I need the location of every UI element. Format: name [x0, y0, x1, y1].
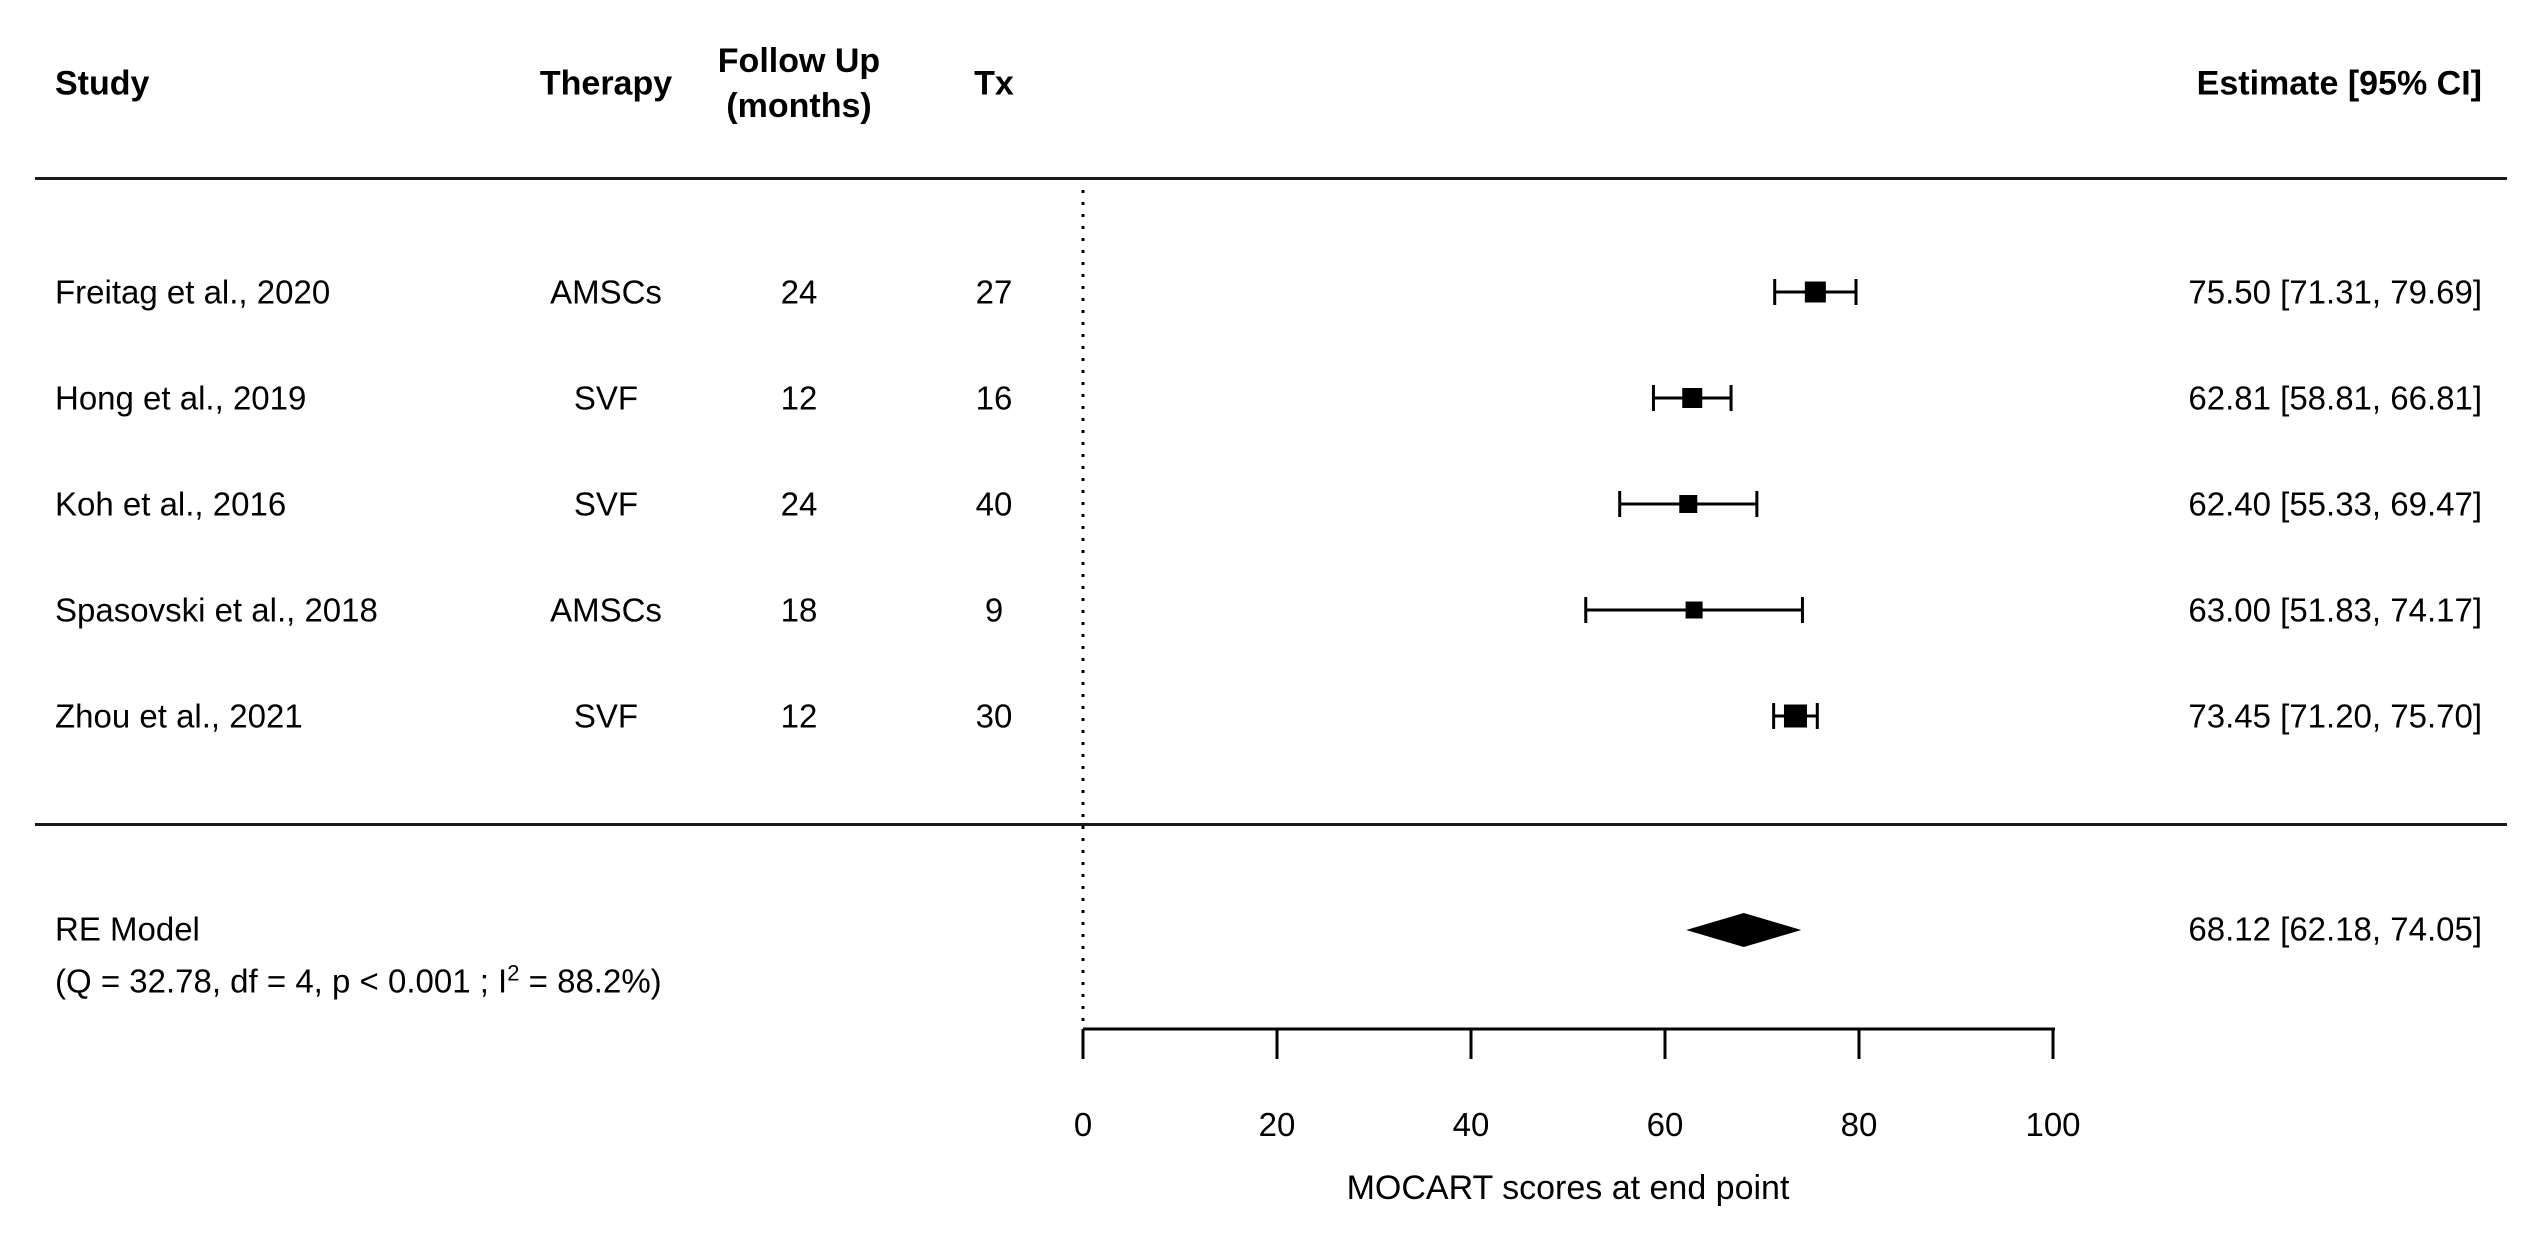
summary-stats-prefix: (Q = 32.78, df = 4, p < 0.001 ; I — [55, 962, 508, 1000]
summary-diamond — [1686, 913, 1802, 947]
column-header-estimate: Estimate [95% CI] — [2196, 64, 2482, 103]
study-name: Freitag et al., 2020 — [55, 273, 331, 311]
x-axis-tick-label: 0 — [1074, 1106, 1092, 1143]
tx-value: 16 — [975, 379, 1013, 417]
forest-marker-square — [1685, 601, 1703, 619]
x-axis-tick-label: 100 — [2025, 1106, 2080, 1143]
study-name: Spasovski et al., 2018 — [55, 591, 378, 629]
forest-marker-square — [1804, 281, 1826, 303]
study-name: Koh et al., 2016 — [55, 485, 287, 523]
summary-stats-superscript: 2 — [507, 960, 520, 986]
followup-value: 24 — [780, 485, 818, 523]
estimate-value: 63.00 [51.83, 74.17] — [2188, 591, 2482, 629]
x-axis-tick-label: 80 — [1841, 1106, 1878, 1143]
estimate-value: 73.45 [71.20, 75.70] — [2188, 697, 2482, 735]
study-name: Zhou et al., 2021 — [55, 697, 303, 735]
tx-value: 40 — [975, 485, 1013, 523]
column-header-followup: Follow Up (months) — [717, 42, 881, 125]
followup-value: 24 — [780, 273, 818, 311]
estimate-value: 62.81 [58.81, 66.81] — [2188, 379, 2482, 417]
tx-value: 9 — [984, 591, 1004, 629]
tx-value: 30 — [975, 697, 1013, 735]
summary-estimate-value: 68.12 [62.18, 74.05] — [2188, 910, 2482, 948]
therapy-value: SVF — [573, 379, 639, 417]
x-axis-tick-label: 20 — [1259, 1106, 1296, 1143]
x-axis-tick-label: 60 — [1647, 1106, 1684, 1143]
followup-value: 18 — [780, 591, 818, 629]
summary-model-label: RE Model — [55, 910, 200, 948]
estimate-value: 75.50 [71.31, 79.69] — [2188, 273, 2482, 311]
column-header-tx: Tx — [974, 64, 1014, 103]
estimate-value: 62.40 [55.33, 69.47] — [2188, 485, 2482, 523]
therapy-value: SVF — [573, 697, 639, 735]
x-axis-title: MOCART scores at end point — [1347, 1169, 1790, 1207]
tx-value: 27 — [975, 273, 1013, 311]
column-header-therapy: Therapy — [539, 64, 673, 103]
therapy-value: AMSCs — [550, 273, 662, 311]
header-divider-line — [35, 177, 2507, 180]
summary-stats-suffix: = 88.2%) — [519, 962, 662, 1000]
forest-marker-square — [1682, 388, 1703, 408]
x-axis-tick-label: 40 — [1453, 1106, 1490, 1143]
forest-marker-square — [1679, 495, 1698, 513]
column-header-study: Study — [55, 64, 150, 103]
forest-marker-square — [1783, 704, 1807, 728]
summary-divider-line — [35, 823, 2507, 826]
summary-heterogeneity-label: (Q = 32.78, df = 4, p < 0.001 ; I2 = 88.… — [55, 960, 662, 1000]
followup-value: 12 — [780, 379, 818, 417]
study-name: Hong et al., 2019 — [55, 379, 307, 417]
therapy-value: AMSCs — [550, 591, 662, 629]
followup-value: 12 — [780, 697, 818, 735]
therapy-value: SVF — [573, 485, 639, 523]
